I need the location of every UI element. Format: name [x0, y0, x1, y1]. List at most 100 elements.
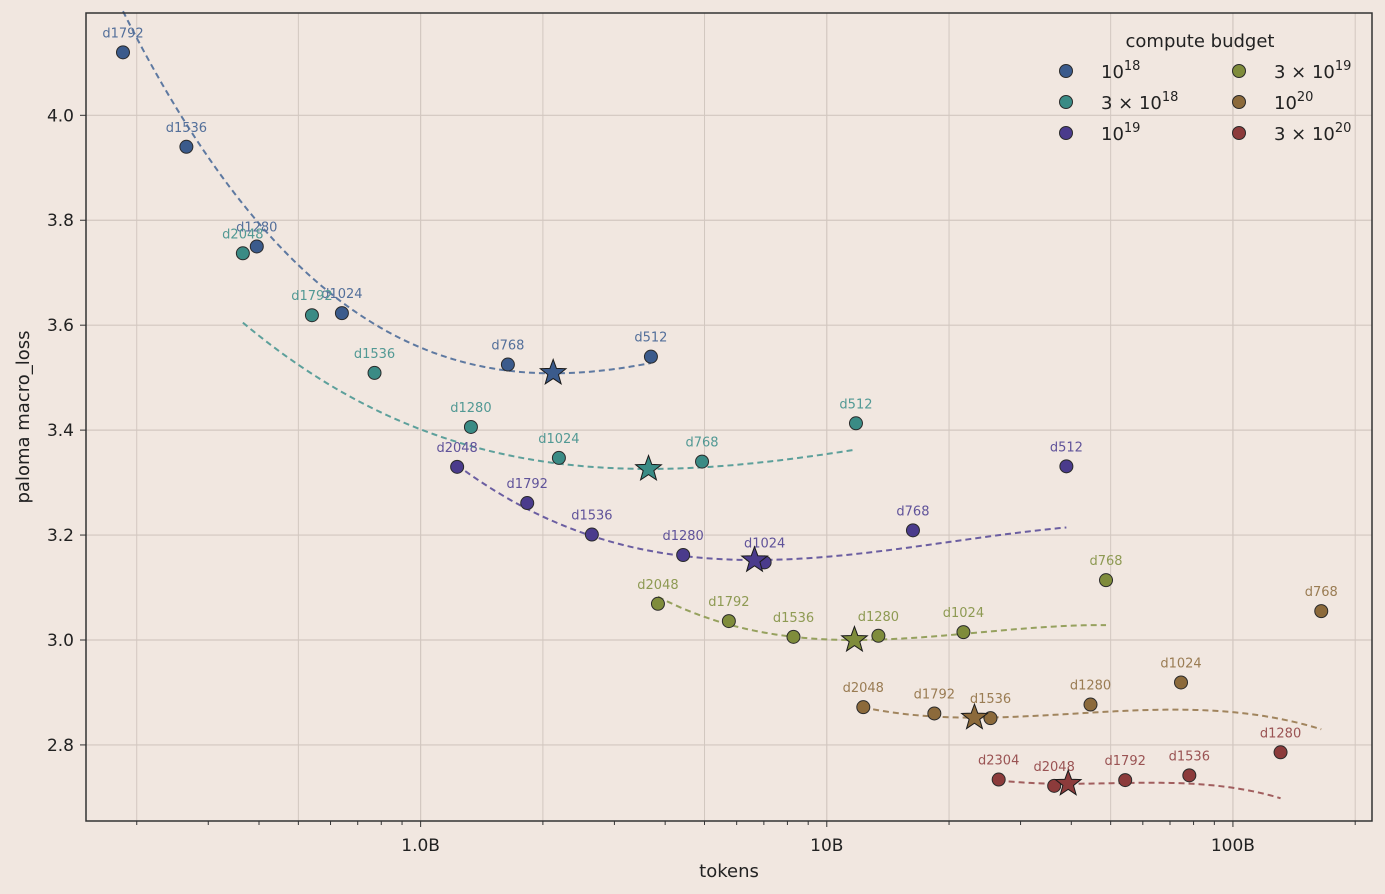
legend-marker: [1059, 64, 1073, 78]
legend-title: compute budget: [1126, 31, 1275, 52]
point-label: d1024: [1160, 656, 1201, 671]
point-label: d512: [634, 331, 667, 346]
data-point: [927, 706, 942, 721]
data-point: [643, 349, 658, 364]
data-point: [179, 139, 194, 154]
y-tick-label: 4.0: [47, 106, 74, 126]
data-point: [1182, 768, 1197, 783]
y-axis-title: paloma macro_loss: [13, 330, 34, 503]
data-point: [848, 416, 863, 431]
optimum-star: [740, 545, 769, 573]
data-point: [500, 357, 515, 372]
optimum-star: [840, 625, 869, 653]
data-point: [235, 246, 250, 261]
legend-marker: [1232, 95, 1246, 109]
x-tick-label: 1.0B: [401, 836, 440, 856]
data-point: [367, 365, 382, 380]
y-tick-label: 3.4: [47, 421, 74, 441]
point-label: d2048: [1034, 760, 1075, 775]
data-point: [676, 547, 691, 562]
point-label: d768: [896, 504, 929, 519]
point-label: d1280: [858, 610, 899, 625]
data-point: [304, 308, 319, 323]
legend-label: 3 × 1018: [1101, 90, 1178, 114]
data-point: [584, 527, 599, 542]
data-point: [1059, 459, 1074, 474]
y-tick-label: 3.0: [47, 631, 74, 651]
point-label: d768: [491, 339, 524, 354]
fit-curve: [122, 10, 652, 375]
point-label: d1536: [1169, 749, 1210, 764]
point-label: d1024: [321, 287, 362, 302]
point-label: d1280: [662, 529, 703, 544]
data-point: [450, 459, 465, 474]
y-tick-label: 2.8: [47, 736, 74, 756]
data-point: [463, 419, 478, 434]
point-label: d512: [1050, 440, 1083, 455]
point-label: d2048: [436, 441, 477, 456]
optimum-star: [634, 453, 663, 482]
point-label: d1536: [166, 121, 207, 136]
data-point: [1083, 697, 1098, 712]
point-label: d1280: [1260, 726, 1301, 741]
legend-marker: [1059, 95, 1073, 109]
point-label: d2048: [222, 227, 263, 242]
plot-background: [86, 13, 1372, 821]
point-label: d1792: [507, 477, 548, 492]
data-point: [786, 629, 801, 644]
point-label: d768: [1305, 585, 1338, 600]
optimum-star: [960, 702, 989, 730]
plot-frame: [85, 12, 1373, 822]
data-point: [983, 711, 998, 726]
data-point: [695, 454, 710, 469]
data-point: [1314, 604, 1329, 619]
point-label: d1280: [450, 401, 491, 416]
data-point: [551, 450, 566, 465]
point-label: d768: [685, 436, 718, 451]
point-label: d1792: [291, 289, 332, 304]
legend-marker: [1059, 126, 1073, 140]
data-point: [650, 596, 665, 611]
grid: [86, 13, 1372, 821]
x-tick-label: 10B: [810, 836, 843, 856]
legend: compute budget 1018 3 × 1018 1019 3 × 1019 1…: [1059, 31, 1351, 145]
x-axis-title: tokens: [699, 861, 759, 882]
point-label: d512: [839, 397, 872, 412]
optimum-star: [1053, 768, 1083, 796]
point-label: d1536: [773, 611, 814, 626]
legend-label: 1018: [1101, 59, 1140, 83]
optimum-star: [538, 357, 568, 386]
point-label: d768: [1089, 554, 1122, 569]
point-label: d2304: [978, 754, 1019, 769]
point-label: d1024: [538, 432, 579, 447]
x-tick-label: 100B: [1211, 836, 1255, 856]
legend-label: 3 × 1019: [1274, 59, 1351, 83]
point-label: d2048: [843, 681, 884, 696]
legend-label: 1019: [1101, 121, 1140, 145]
data-point: [334, 306, 349, 321]
legend-label: 3 × 1020: [1274, 121, 1351, 145]
point-label: d2048: [637, 578, 678, 593]
point-label: d1536: [354, 347, 395, 362]
point-label: d1280: [1070, 679, 1111, 694]
data-point: [1099, 573, 1114, 588]
data-point: [905, 523, 920, 538]
legend-marker: [1232, 126, 1246, 140]
data-point: [1047, 778, 1062, 793]
data-point: [856, 700, 871, 715]
point-label: d1024: [744, 536, 785, 551]
point-label: d1536: [970, 692, 1011, 707]
point-label: d1792: [914, 687, 955, 702]
data-point: [249, 239, 264, 254]
data-point: [1273, 745, 1288, 760]
data-point: [1174, 675, 1189, 690]
point-label: d1280: [236, 220, 277, 235]
fit-curve: [242, 321, 857, 470]
data-point: [721, 614, 736, 629]
point-label: d1792: [1105, 754, 1146, 769]
fit-curve: [998, 779, 1281, 800]
point-label: d1024: [943, 606, 984, 621]
fit-curve: [863, 706, 1322, 731]
point-label: d1536: [571, 509, 612, 524]
